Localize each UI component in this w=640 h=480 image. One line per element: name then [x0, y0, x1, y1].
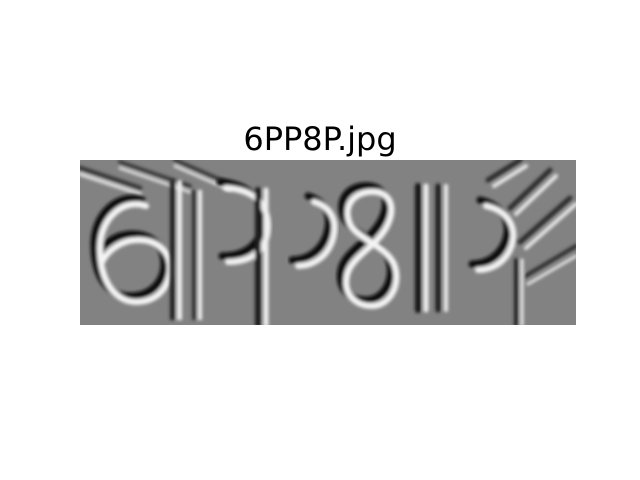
- captcha-embossed-glyphs: [80, 160, 576, 325]
- captcha-image: [80, 160, 576, 325]
- image-title: 6PP8P.jpg: [243, 120, 397, 158]
